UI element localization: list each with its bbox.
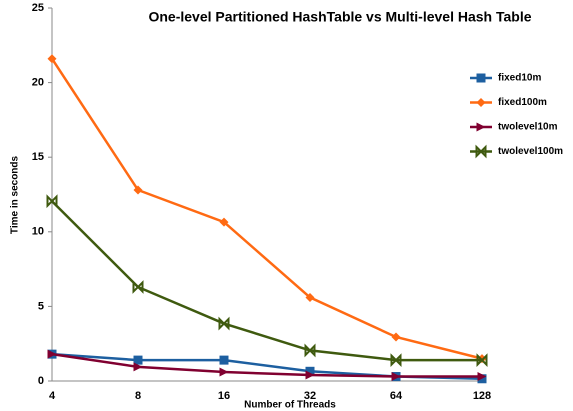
- y-tick-label: 0: [38, 375, 44, 387]
- series-line: [51, 200, 482, 362]
- marker: [219, 367, 229, 377]
- marker: [305, 370, 315, 380]
- marker: [391, 372, 401, 382]
- x-tick-label: 32: [304, 390, 316, 402]
- legend-label: twolevel10m: [498, 122, 558, 133]
- y-tick-label: 5: [38, 300, 44, 312]
- marker: [477, 354, 487, 364]
- x-tick-label: 4: [49, 390, 56, 402]
- legend-label: fixed10m: [498, 73, 541, 84]
- marker: [133, 355, 143, 365]
- marker: [46, 194, 58, 209]
- series-line: [51, 352, 482, 378]
- series-line: [51, 352, 483, 381]
- marker: [476, 353, 488, 368]
- marker: [391, 332, 401, 342]
- x-tick-label: 8: [135, 390, 141, 402]
- marker: [305, 292, 315, 302]
- legend-label: fixed100m: [498, 97, 547, 108]
- x-tick-label: 128: [473, 390, 491, 402]
- marker: [47, 349, 57, 359]
- marker: [476, 98, 486, 107]
- y-tick-label: 25: [32, 2, 44, 14]
- y-tick-label: 20: [32, 77, 44, 89]
- marker: [477, 372, 487, 382]
- x-tick-label: 64: [390, 390, 403, 402]
- x-axis-label: Number of Threads: [244, 400, 336, 411]
- marker: [132, 280, 144, 294]
- chart-title: One-level Partitioned HashTable vs Multi…: [148, 9, 531, 25]
- marker: [476, 73, 486, 83]
- y-axis-label: Time in seconds: [10, 155, 21, 234]
- y-tick-label: 15: [32, 151, 44, 163]
- marker: [218, 316, 230, 331]
- marker: [219, 217, 229, 227]
- marker: [476, 122, 486, 132]
- marker: [304, 343, 316, 358]
- marker: [219, 355, 229, 365]
- legend-label: twolevel100m: [498, 146, 563, 157]
- series-line: [50, 58, 483, 360]
- x-tick-label: 16: [218, 390, 230, 402]
- marker: [133, 362, 143, 372]
- marker: [47, 54, 57, 64]
- marker: [475, 144, 487, 159]
- y-tick-label: 10: [32, 226, 44, 238]
- marker: [305, 366, 315, 376]
- marker: [133, 185, 143, 195]
- marker: [390, 353, 402, 368]
